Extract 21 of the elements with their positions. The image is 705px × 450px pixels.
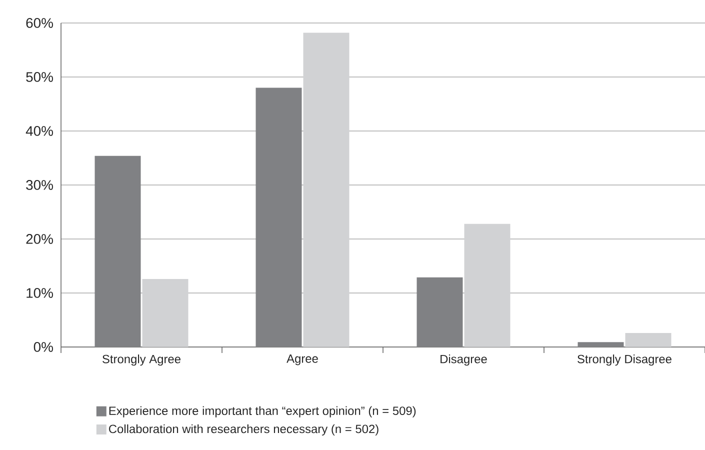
bar [256, 88, 302, 347]
bar [416, 277, 463, 347]
bar [464, 224, 510, 347]
legend-label: Collaboration with researchers necessary (n = 502) [109, 424, 378, 436]
bar [94, 156, 141, 347]
legend-label: Experience more important than “expert opinion” (n = 509) [109, 406, 416, 418]
y-tick-label: 50% [26, 72, 53, 82]
bar [578, 342, 624, 347]
y-tick-label: 0% [34, 342, 53, 352]
bar [142, 278, 188, 347]
y-tick-label: 30% [26, 180, 53, 190]
bar [303, 32, 350, 347]
x-tick-label: Agree [286, 354, 318, 366]
y-tick-label: 20% [26, 234, 53, 244]
y-tick-label: 60% [26, 18, 53, 28]
y-tick-label: 10% [26, 288, 53, 298]
x-tick-label: Disagree [440, 354, 487, 366]
bar [625, 332, 672, 347]
y-tick-label: 40% [26, 126, 53, 136]
x-tick-label: Strongly Disagree [578, 354, 672, 366]
x-tick-label: Strongly Agree [102, 354, 180, 366]
